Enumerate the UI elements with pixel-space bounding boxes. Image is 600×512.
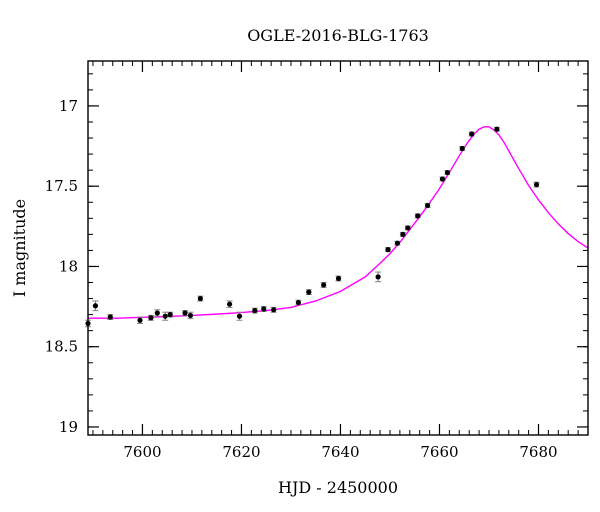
data-point [182,310,189,316]
data-point [459,145,466,152]
data-point [147,314,154,321]
data-marker [197,295,203,302]
data-marker [425,202,431,209]
data-points-layer [85,126,540,328]
data-marker [494,126,500,132]
data-marker [236,313,243,319]
data-point [335,275,342,282]
data-point [197,295,204,302]
data-point [187,311,194,320]
data-marker [444,169,451,176]
data-point [162,311,169,321]
data-point [439,176,446,182]
data-point [136,316,143,324]
data-point [236,311,243,321]
data-point [167,311,174,318]
data-point [226,300,233,308]
data-point [399,231,406,237]
data-marker [252,308,258,314]
data-point [295,299,302,306]
data-point [404,225,411,231]
data-marker [92,303,99,309]
data-point [424,202,431,209]
data-point [533,181,540,188]
data-marker [335,275,342,282]
data-point [260,306,267,312]
data-marker [182,310,188,316]
data-point [92,300,99,312]
data-marker [148,315,154,321]
data-point [154,309,161,317]
data-marker [469,131,475,137]
data-marker [394,240,401,246]
model-curve-layer [88,126,589,319]
data-point [107,314,114,320]
data-marker [137,317,143,323]
data-marker [375,274,381,280]
y-tick-label: 17 [59,97,78,115]
data-point [320,282,327,288]
data-marker [439,176,446,182]
data-marker [154,310,160,316]
data-marker [306,289,312,295]
data-marker [271,307,277,313]
data-marker [107,314,113,320]
data-marker [405,225,411,231]
data-marker [162,313,168,319]
data-point [385,247,391,253]
y-tick-label: 17.5 [45,177,78,195]
data-point [414,213,421,219]
data-point [394,240,401,246]
data-marker [459,145,465,152]
data-marker [321,282,327,288]
data-marker [261,306,267,312]
data-point [375,271,382,283]
y-tick-label: 19 [59,418,78,436]
data-marker [295,299,301,306]
data-point [444,169,451,176]
data-marker [385,247,391,253]
y-axis-label: I magnitude [10,199,29,297]
data-marker [167,312,173,318]
x-tick-label: 7660 [420,443,458,461]
data-point [305,289,312,296]
data-point [493,126,500,132]
data-marker [226,301,233,307]
data-point [270,306,277,313]
data-point [251,307,258,314]
chart-title: OGLE-2016-BLG-1763 [247,26,429,45]
y-tick-labels: 17 17.5 18 18.5 19 [45,97,78,436]
y-tick-label: 18 [59,257,78,275]
x-axis-label: HJD - 2450000 [278,478,398,497]
data-point [468,131,475,137]
x-tick-label: 7680 [519,443,557,461]
model-curve [88,126,589,319]
data-marker [400,231,406,237]
data-marker [533,181,540,188]
data-marker [415,213,421,219]
x-tick-label: 7640 [321,443,359,461]
y-tick-label: 18.5 [45,338,78,356]
data-marker [187,312,194,319]
x-tick-label: 7620 [222,443,260,461]
x-tick-label: 7600 [123,443,161,461]
plot-frame [87,60,589,436]
axis-ticks [88,61,589,435]
x-tick-labels: 7600 7620 7640 7660 7680 [123,443,557,461]
